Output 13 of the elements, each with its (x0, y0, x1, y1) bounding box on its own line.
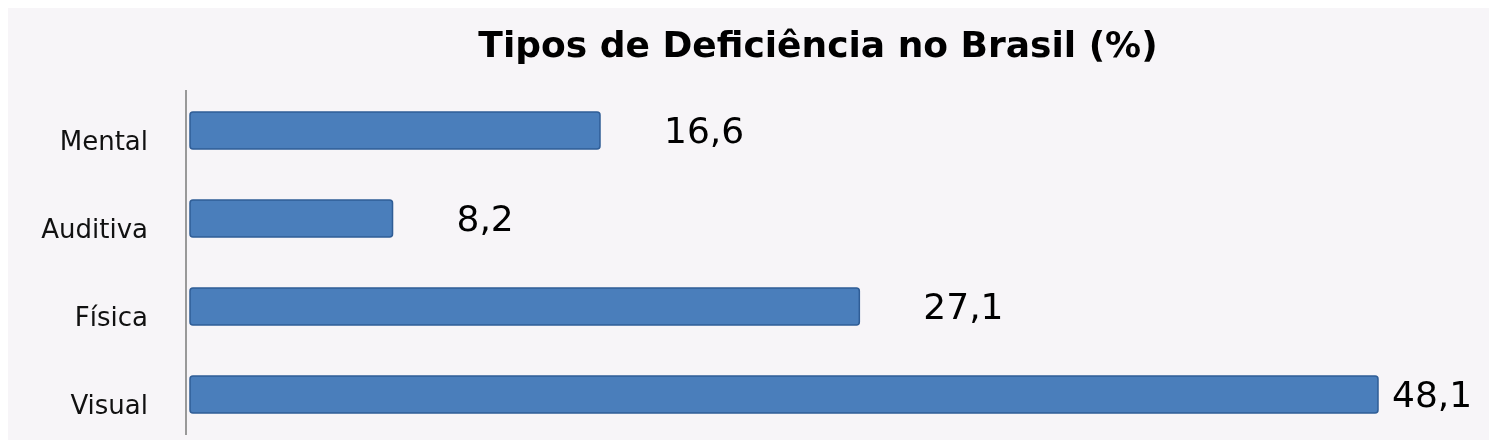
bar (189, 199, 394, 238)
y-tick-label: Física (74, 301, 148, 332)
data-label: 27,1 (923, 286, 1004, 328)
data-label: 48,1 (1392, 374, 1473, 416)
y-tick-label: Auditiva (41, 213, 148, 244)
bar (189, 287, 861, 326)
bar (189, 111, 601, 150)
bar (189, 375, 1379, 414)
data-label: 16,6 (664, 110, 745, 152)
chart-title: Tipos de Deficiência no Brasil (%) (478, 23, 1158, 65)
y-tick-label: Visual (70, 389, 148, 420)
data-label: 8,2 (456, 198, 514, 240)
y-tick-label: Mental (59, 125, 148, 156)
